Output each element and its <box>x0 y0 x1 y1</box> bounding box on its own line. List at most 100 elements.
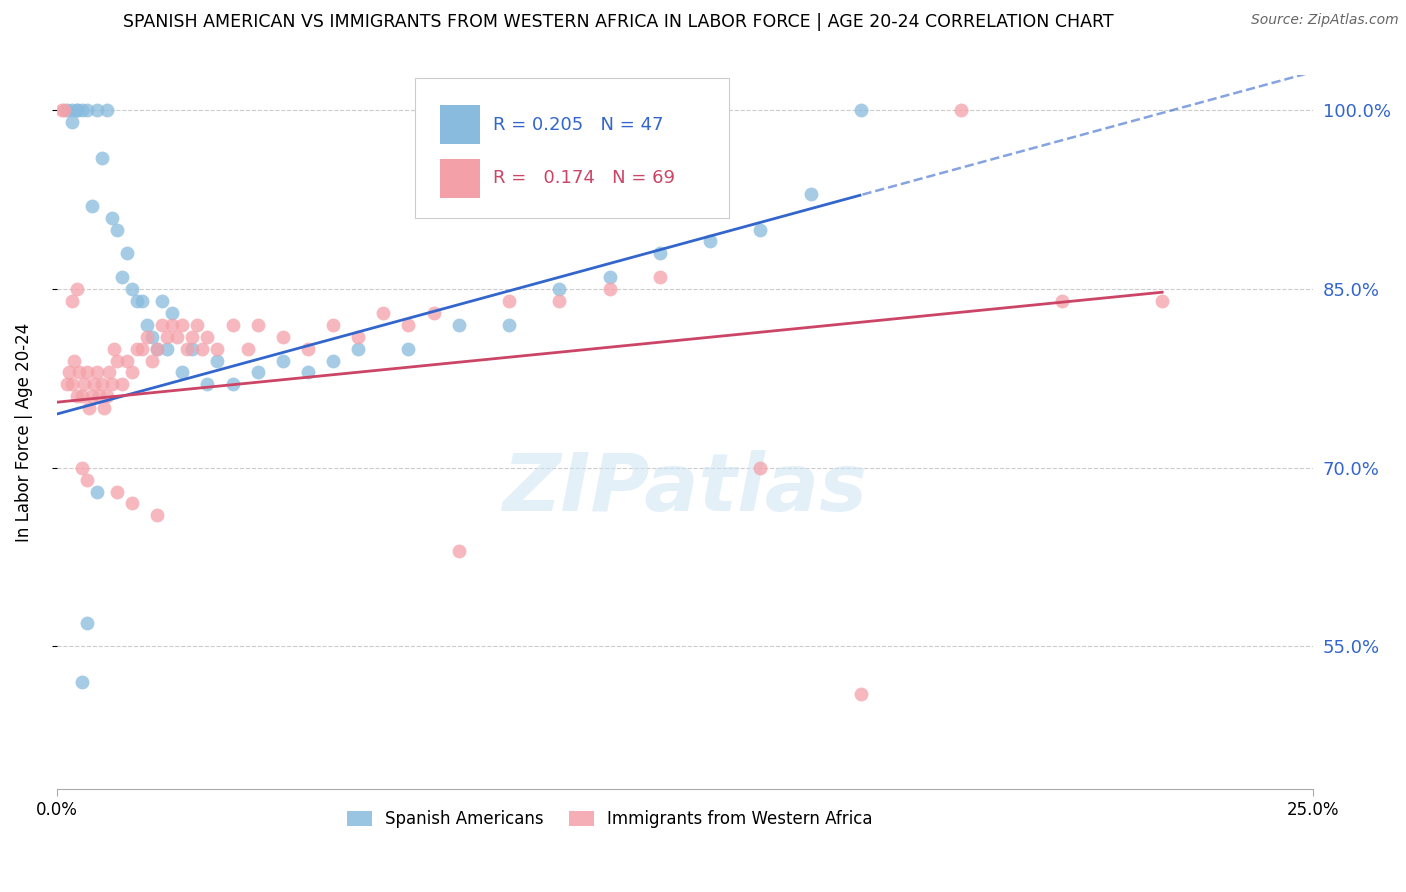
Point <box>80 389 103 403</box>
Point <box>70 675 93 690</box>
Point <box>60 377 83 392</box>
Point <box>271 329 294 343</box>
Point <box>186 318 208 332</box>
Point <box>111 270 134 285</box>
Point <box>80 199 103 213</box>
Point <box>648 270 671 285</box>
Point <box>498 293 520 308</box>
Point <box>90 377 112 392</box>
Point <box>1152 293 1174 308</box>
Point <box>146 342 169 356</box>
Point <box>246 318 269 332</box>
Point <box>498 318 520 332</box>
Point <box>103 342 125 356</box>
Point <box>141 329 163 343</box>
Point <box>197 329 219 343</box>
Point <box>548 293 571 308</box>
Point <box>849 687 872 701</box>
Point <box>141 353 163 368</box>
Point <box>156 342 179 356</box>
Point <box>181 342 204 356</box>
Point <box>98 366 121 380</box>
Point <box>101 211 124 225</box>
Point <box>800 186 823 201</box>
Point <box>86 366 108 380</box>
Y-axis label: In Labor Force | Age 20-24: In Labor Force | Age 20-24 <box>15 322 32 541</box>
Point <box>422 306 444 320</box>
Point <box>197 377 219 392</box>
Point <box>111 377 134 392</box>
Point <box>166 329 188 343</box>
Point <box>699 235 721 249</box>
Point <box>60 103 83 118</box>
Point <box>70 460 93 475</box>
Point <box>297 342 319 356</box>
Point <box>246 366 269 380</box>
Point <box>105 484 128 499</box>
Point <box>548 282 571 296</box>
Point <box>150 293 173 308</box>
Point <box>322 318 344 332</box>
Point <box>66 389 89 403</box>
Point <box>76 473 98 487</box>
Point <box>93 401 115 416</box>
Point <box>96 389 118 403</box>
Point <box>83 377 105 392</box>
Point <box>115 246 138 260</box>
Point <box>136 318 159 332</box>
Point <box>373 306 395 320</box>
Point <box>236 342 259 356</box>
Text: ZIPatlas: ZIPatlas <box>502 450 868 528</box>
Point <box>66 103 89 118</box>
Point <box>66 103 89 118</box>
Point <box>66 282 89 296</box>
Point <box>749 460 772 475</box>
Point <box>172 318 194 332</box>
Point <box>950 103 973 118</box>
Point <box>150 318 173 332</box>
Point <box>53 103 76 118</box>
Point <box>76 615 98 630</box>
Point <box>90 151 112 165</box>
Point <box>115 353 138 368</box>
Point <box>447 544 470 558</box>
FancyBboxPatch shape <box>440 159 479 198</box>
Point <box>347 329 370 343</box>
Point <box>191 342 214 356</box>
Point <box>105 353 128 368</box>
Text: R = 0.205   N = 47: R = 0.205 N = 47 <box>492 116 664 134</box>
Point <box>207 342 229 356</box>
Point <box>76 366 98 380</box>
Point <box>105 222 128 236</box>
Point <box>146 508 169 523</box>
Point <box>160 306 183 320</box>
Point <box>1050 293 1073 308</box>
Point <box>63 353 86 368</box>
Legend: Spanish Americans, Immigrants from Western Africa: Spanish Americans, Immigrants from Weste… <box>340 803 879 835</box>
Point <box>86 103 108 118</box>
Point <box>67 366 90 380</box>
Point <box>156 329 179 343</box>
Point <box>121 282 143 296</box>
Point <box>86 484 108 499</box>
Point <box>146 342 169 356</box>
Point <box>181 329 204 343</box>
Point <box>398 318 420 332</box>
Point <box>125 342 148 356</box>
Point <box>749 222 772 236</box>
Point <box>79 401 101 416</box>
Point <box>176 342 198 356</box>
Point <box>347 342 370 356</box>
Point <box>221 318 243 332</box>
Point <box>70 389 93 403</box>
Point <box>131 342 153 356</box>
Point <box>60 115 83 129</box>
Point <box>136 329 159 343</box>
Point <box>121 496 143 510</box>
Text: SPANISH AMERICAN VS IMMIGRANTS FROM WESTERN AFRICA IN LABOR FORCE | AGE 20-24 CO: SPANISH AMERICAN VS IMMIGRANTS FROM WEST… <box>124 13 1114 31</box>
Text: R =   0.174   N = 69: R = 0.174 N = 69 <box>492 169 675 187</box>
Point <box>599 270 621 285</box>
Point <box>101 377 124 392</box>
Point <box>297 366 319 380</box>
Point <box>125 293 148 308</box>
